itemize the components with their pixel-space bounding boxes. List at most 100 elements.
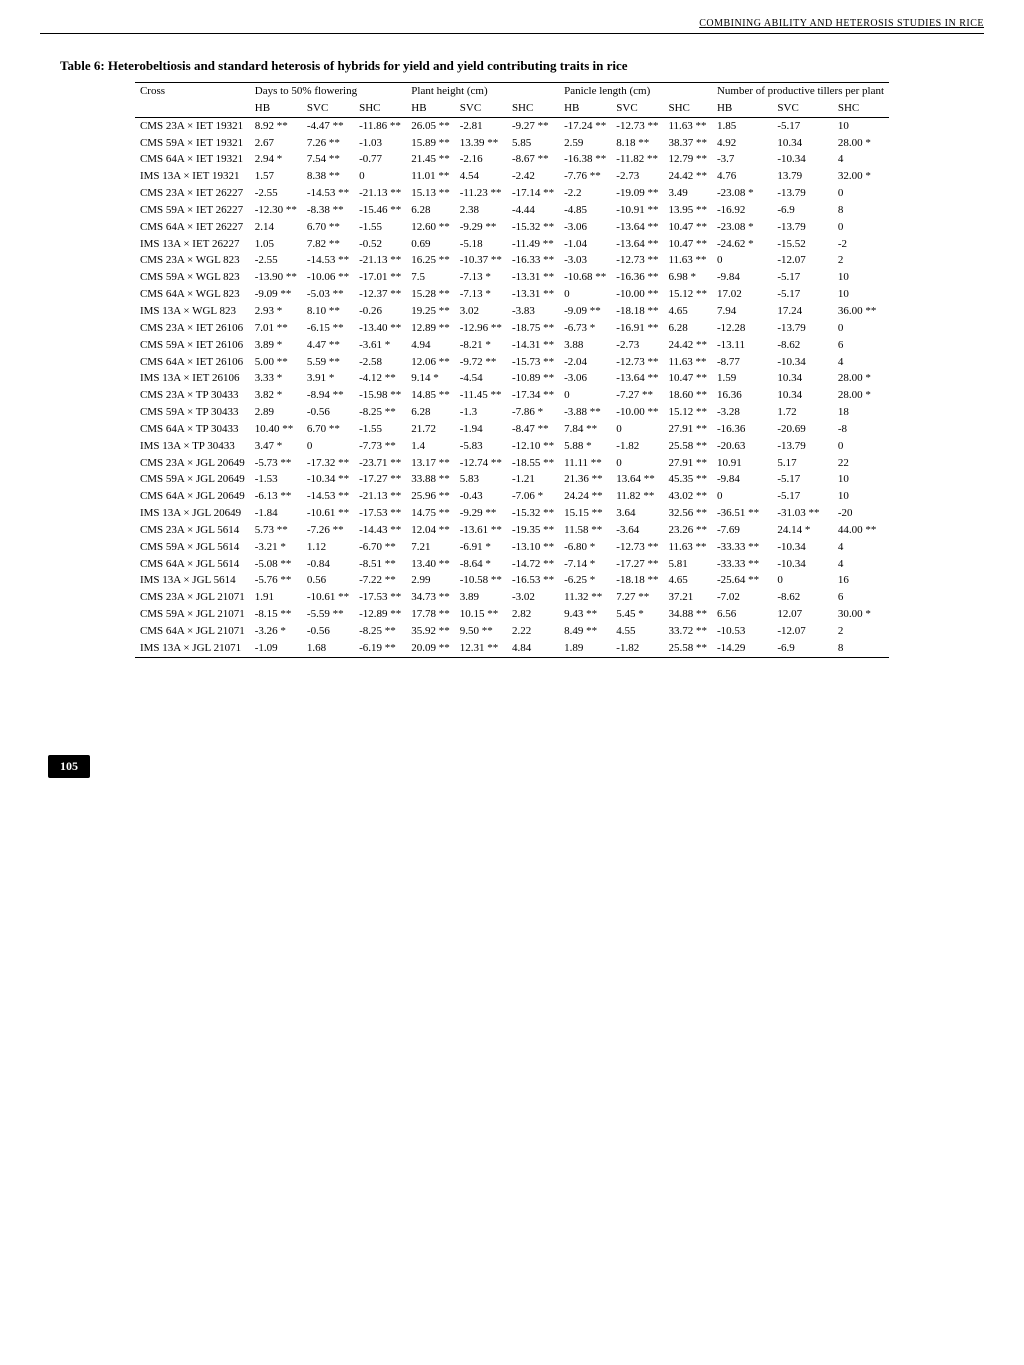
table-cell: 4.65 (663, 572, 712, 589)
table-cell: 0 (611, 421, 663, 438)
table-cell: -7.76 ** (559, 168, 611, 185)
table-cell: -11.82 ** (611, 151, 663, 168)
table-row: CMS 64A × TP 3043310.40 **6.70 **-1.5521… (135, 421, 889, 438)
table-cell: -8.25 ** (354, 623, 406, 640)
table-cell: -6.19 ** (354, 640, 406, 657)
table-cell: -18.55 ** (507, 455, 559, 472)
table-cell: 15.89 ** (406, 135, 455, 152)
table-row: CMS 23A × JGL 20649-5.73 **-17.32 **-23.… (135, 455, 889, 472)
header-rule (40, 33, 984, 34)
table-cell: -1.04 (559, 236, 611, 253)
table-cell: 12.60 ** (406, 219, 455, 236)
table-cell: 32.00 * (833, 168, 889, 185)
table-cell: 3.89 * (250, 337, 302, 354)
table-cell: CMS 59A × IET 26227 (135, 202, 250, 219)
table-cell: 8.92 ** (250, 117, 302, 134)
table-cell: -6.13 ** (250, 488, 302, 505)
table-cell: -11.23 ** (455, 185, 507, 202)
table-row: CMS 64A × JGL 21071-3.26 *-0.56-8.25 **3… (135, 623, 889, 640)
table-cell: -5.17 (772, 117, 832, 134)
table-cell: 7.27 ** (611, 589, 663, 606)
table-cell: -3.26 * (250, 623, 302, 640)
table-cell: CMS 64A × IET 26227 (135, 219, 250, 236)
table-cell: -8.38 ** (302, 202, 354, 219)
table-cell: -4.44 (507, 202, 559, 219)
table-row: CMS 23A × TP 304333.82 *-8.94 **-15.98 *… (135, 387, 889, 404)
table-cell: -0.26 (354, 303, 406, 320)
table-cell: 6 (833, 337, 889, 354)
table-cell: 25.96 ** (406, 488, 455, 505)
table-cell: 5.00 ** (250, 354, 302, 371)
table-cell: -2.73 (611, 337, 663, 354)
table-cell: 38.37 ** (663, 135, 712, 152)
table-cell: 44.00 ** (833, 522, 889, 539)
table-cell: CMS 23A × IET 19321 (135, 117, 250, 134)
table-row: CMS 64A × JGL 5614-5.08 **-0.84-8.51 **1… (135, 556, 889, 573)
table-cell: -0.56 (302, 623, 354, 640)
table-cell: -24.62 * (712, 236, 772, 253)
table-cell: -31.03 ** (772, 505, 832, 522)
table-cell: -3.28 (712, 404, 772, 421)
table-cell: 6.70 ** (302, 421, 354, 438)
table-cell: CMS 64A × TP 30433 (135, 421, 250, 438)
table-cell: 5.81 (663, 556, 712, 573)
table-cell: -10.61 ** (302, 505, 354, 522)
table-cell: -11.45 ** (455, 387, 507, 404)
table-cell: 7.82 ** (302, 236, 354, 253)
table-cell: 6 (833, 589, 889, 606)
table-cell: CMS 23A × IET 26106 (135, 320, 250, 337)
table-cell: -13.31 ** (507, 286, 559, 303)
table-cell: -12.73 ** (611, 539, 663, 556)
table-cell: 32.56 ** (663, 505, 712, 522)
table-cell: 17.78 ** (406, 606, 455, 623)
table-cell: -8.21 * (455, 337, 507, 354)
table-cell: -9.29 ** (455, 505, 507, 522)
table-row: CMS 59A × WGL 823-13.90 **-10.06 **-17.0… (135, 269, 889, 286)
table-cell: 5.88 * (559, 438, 611, 455)
table-cell: 8 (833, 202, 889, 219)
table-cell: 8.49 ** (559, 623, 611, 640)
table-cell: 0 (833, 438, 889, 455)
table-cell: -25.64 ** (712, 572, 772, 589)
table-cell: -10.53 (712, 623, 772, 640)
table-cell: 9.50 ** (455, 623, 507, 640)
table-cell: 6.28 (406, 202, 455, 219)
table-cell: 11.63 ** (663, 354, 712, 371)
table-cell: -15.98 ** (354, 387, 406, 404)
table-cell: -10.89 ** (507, 370, 559, 387)
table-cell: 2.38 (455, 202, 507, 219)
table-cell: CMS 23A × JGL 5614 (135, 522, 250, 539)
table-cell: 13.95 ** (663, 202, 712, 219)
table-cell: -17.14 ** (507, 185, 559, 202)
table-cell: -3.88 ** (559, 404, 611, 421)
table-cell: CMS 59A × IET 26106 (135, 337, 250, 354)
table-cell: -3.03 (559, 252, 611, 269)
table-cell: -13.90 ** (250, 269, 302, 286)
column-header: HB (712, 100, 772, 117)
table-cell: -6.9 (772, 640, 832, 657)
table-cell: -8.47 ** (507, 421, 559, 438)
table-cell: -16.91 ** (611, 320, 663, 337)
table-cell: CMS 23A × WGL 823 (135, 252, 250, 269)
table-cell: -5.83 (455, 438, 507, 455)
table-row: CMS 64A × IET 262272.146.70 **-1.5512.60… (135, 219, 889, 236)
table-cell: 21.72 (406, 421, 455, 438)
table-cell: -5.17 (772, 471, 832, 488)
table-cell: -20.63 (712, 438, 772, 455)
table-cell: 3.82 * (250, 387, 302, 404)
table-row: IMS 13A × IET 262271.057.82 **-0.520.69-… (135, 236, 889, 253)
table-cell: CMS 59A × JGL 20649 (135, 471, 250, 488)
column-header: HB (559, 100, 611, 117)
table-cell: -17.27 ** (611, 556, 663, 573)
table-cell: -33.33 ** (712, 539, 772, 556)
table-cell: 3.49 (663, 185, 712, 202)
table-cell: CMS 23A × JGL 21071 (135, 589, 250, 606)
table-cell: 10 (833, 269, 889, 286)
column-header: SHC (354, 100, 406, 117)
table-cell: -13.31 ** (507, 269, 559, 286)
table-cell: -15.32 ** (507, 505, 559, 522)
table-cell: -9.29 ** (455, 219, 507, 236)
table-cell: 2.99 (406, 572, 455, 589)
table-cell: 16 (833, 572, 889, 589)
table-cell: -10.34 (772, 539, 832, 556)
